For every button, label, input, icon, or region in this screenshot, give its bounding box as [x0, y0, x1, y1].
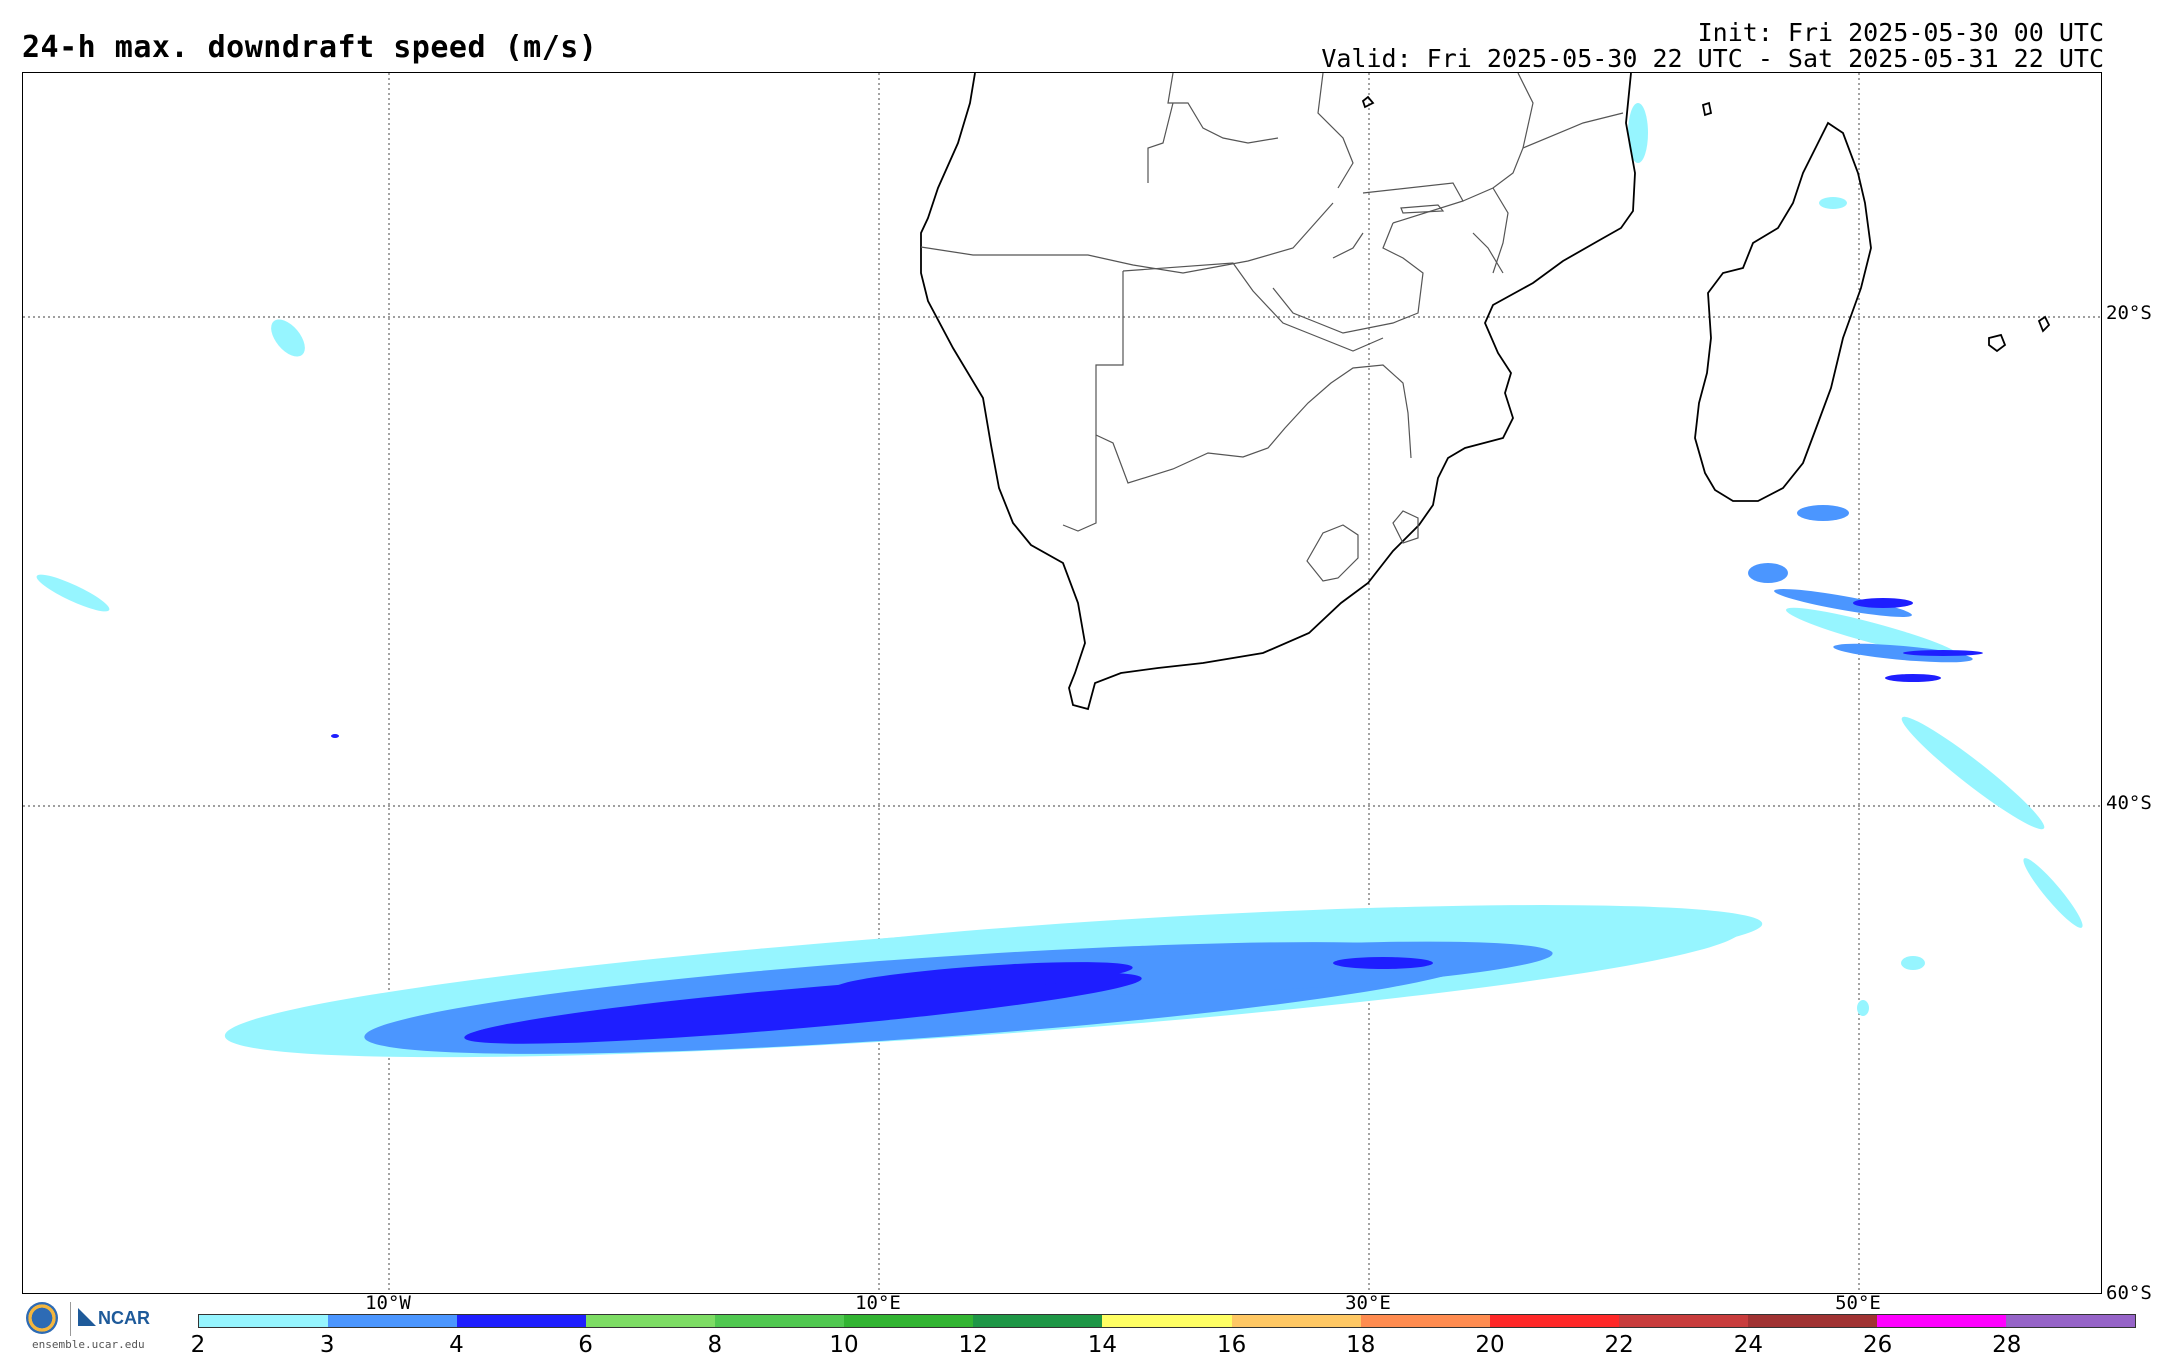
colorbar-segment: [715, 1315, 845, 1327]
colorbar-tick-label: 12: [958, 1332, 988, 1358]
colorbar-tick-label: 28: [1992, 1332, 2022, 1358]
colorbar-tick-label: 24: [1733, 1332, 1764, 1358]
lon-label-50e: 50°E: [1835, 1292, 1881, 1314]
borders: [920, 73, 1624, 582]
ensemble-url: ensemble.ucar.edu: [32, 1338, 145, 1351]
colorbar-segment: [1489, 1315, 1619, 1327]
lon-label-30e: 30°E: [1345, 1292, 1391, 1314]
colorbar: [198, 1314, 2136, 1328]
colorbar-tick-label: 18: [1346, 1332, 1376, 1358]
colorbar-segment: [457, 1315, 587, 1327]
colorbar-segment: [1231, 1315, 1361, 1327]
ncar-logo-icon: [78, 1308, 96, 1326]
ncar-logo-text: NCAR: [98, 1308, 150, 1328]
nsf-logo-icon: [26, 1302, 58, 1334]
colorbar-tick-label: 10: [829, 1332, 859, 1358]
logo-divider: [70, 1302, 71, 1336]
valid-time: Valid: Fri 2025-05-30 22 UTC - Sat 2025-…: [1321, 44, 2104, 73]
colorbar-segment: [199, 1315, 329, 1327]
init-time: Init: Fri 2025-05-30 00 UTC: [1697, 18, 2104, 47]
colorbar-segment: [328, 1315, 458, 1327]
colorbar-tick-label: 8: [707, 1332, 723, 1358]
colorbar-tick-label: 4: [449, 1332, 464, 1358]
colorbar-tick-label: 6: [578, 1332, 593, 1358]
colorbar-segment: [844, 1315, 974, 1327]
lat-label-40s: 40°S: [2106, 792, 2152, 814]
colorbar-tick-label: 2: [190, 1332, 206, 1358]
map-svg: [23, 73, 2101, 1293]
downdraft-field: [36, 103, 2083, 1058]
colorbar-tick-label: 14: [1087, 1332, 1118, 1358]
colorbar-segment: [1747, 1315, 1877, 1327]
lat-label-20s: 20°S: [2106, 302, 2152, 324]
lat-label-60s: 60°S: [2106, 1282, 2152, 1304]
map-title: 24-h max. downdraft speed (m/s): [22, 30, 598, 65]
run-info: Init: Fri 2025-05-30 00 UTC Valid: Fri 2…: [1321, 20, 2104, 72]
lon-label-10e: 10°E: [855, 1292, 901, 1314]
logo-block: NCAR ensemble.ucar.edu: [22, 1298, 182, 1354]
colorbar-tick-label: 16: [1216, 1332, 1247, 1358]
colorbar-segment: [1876, 1315, 2006, 1327]
colorbar-segment: [586, 1315, 716, 1327]
colorbar-segment: [2005, 1315, 2135, 1327]
graticule: [23, 73, 2101, 1293]
colorbar-tick-label: 3: [319, 1332, 335, 1358]
colorbar-tick-label: 20: [1475, 1332, 1505, 1358]
coastlines: [920, 73, 2051, 711]
colorbar-segment: [973, 1315, 1103, 1327]
map-panel: [22, 72, 2102, 1294]
colorbar-segment: [1618, 1315, 1748, 1327]
colorbar-segment: [1102, 1315, 1232, 1327]
colorbar-segment: [1360, 1315, 1490, 1327]
colorbar-tick-label: 26: [1862, 1332, 1893, 1358]
colorbar-tick-label: 22: [1604, 1332, 1634, 1358]
lon-label-10w: 10°W: [365, 1292, 411, 1314]
